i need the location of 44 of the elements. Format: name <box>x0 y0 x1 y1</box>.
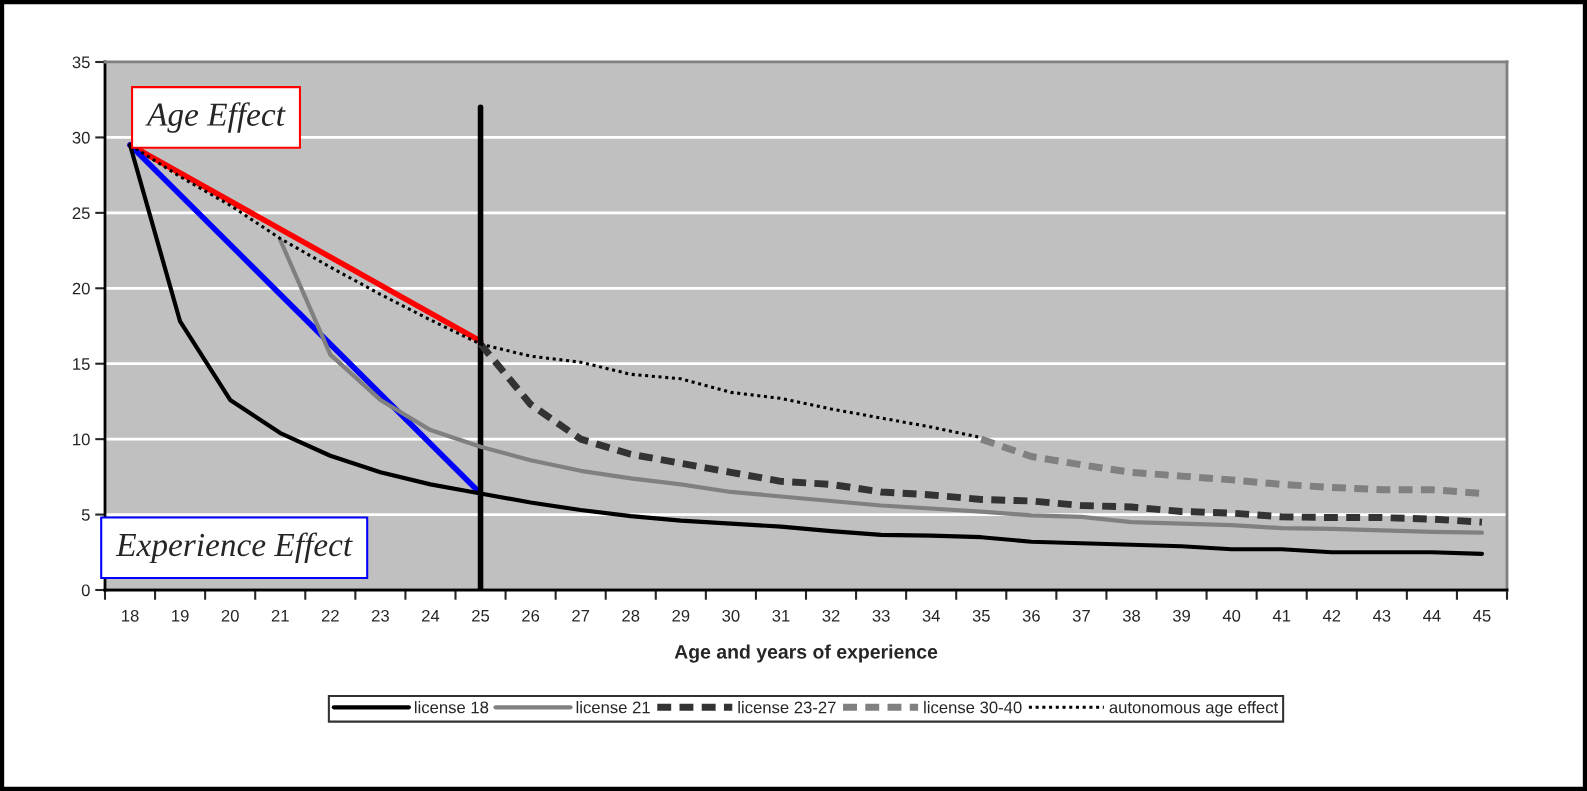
x-tick-label: 28 <box>622 609 640 622</box>
x-tick-label: 20 <box>221 609 239 622</box>
x-tick-label: 33 <box>872 609 890 622</box>
legend-label: license 18 <box>414 701 489 714</box>
legend-label: license 23-27 <box>738 701 836 714</box>
x-axis-title: Age and years of experience <box>674 644 938 663</box>
y-tick-label: 10 <box>73 433 90 446</box>
x-tick-label: 25 <box>472 609 490 622</box>
x-tick-label: 41 <box>1272 610 1291 622</box>
x-tick-label: 30 <box>722 609 740 622</box>
x-tick-label: 37 <box>1072 609 1090 622</box>
x-tick-label: 36 <box>1022 609 1040 622</box>
y-tick-label: 20 <box>72 282 90 295</box>
x-tick-label: 18 <box>122 609 139 622</box>
y-tick-label: 0 <box>81 584 90 597</box>
x-tick-label: 29 <box>672 609 690 622</box>
x-tick-label: 34 <box>922 609 940 622</box>
x-tick-label: 26 <box>522 609 540 622</box>
x-tick-label: 32 <box>822 609 840 622</box>
annotation: Experience Effect <box>115 532 353 564</box>
legend-label: license 21 <box>576 701 650 714</box>
x-tick-label: 38 <box>1122 609 1141 622</box>
legend-label: autonomous age effect <box>1109 701 1279 717</box>
x-tick-label: 44 <box>1423 610 1441 622</box>
x-tick-label: 40 <box>1222 609 1241 622</box>
legend-label: license 30-40 <box>924 701 1022 714</box>
x-tick-label: 22 <box>321 609 339 622</box>
x-tick-label: 42 <box>1322 609 1341 622</box>
y-tick-label: 25 <box>72 207 90 220</box>
y-tick-label: 30 <box>72 131 90 144</box>
x-tick-label: 35 <box>972 609 990 622</box>
y-tick-label: 15 <box>73 358 90 370</box>
x-tick-label: 27 <box>572 609 590 622</box>
x-tick-label: 21 <box>271 609 289 622</box>
x-tick-label: 31 <box>772 609 790 622</box>
x-tick-label: 24 <box>422 609 440 622</box>
y-tick-label: 5 <box>81 509 90 521</box>
x-tick-label: 45 <box>1473 610 1491 622</box>
x-tick-label: 19 <box>172 609 189 622</box>
x-tick-label: 23 <box>371 609 389 622</box>
annotation: Age Effect <box>145 102 286 133</box>
x-tick-label: 43 <box>1372 609 1391 622</box>
y-tick-label: 35 <box>72 56 90 69</box>
x-tick-label: 39 <box>1172 609 1191 622</box>
